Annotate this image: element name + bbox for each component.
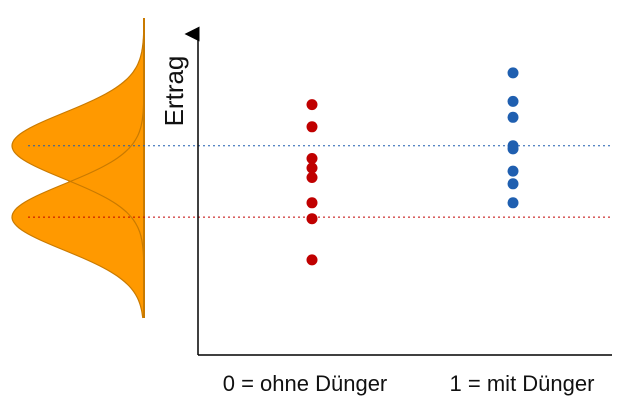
point-ohne-duenger-4	[306, 162, 318, 174]
point-mit-duenger-8	[507, 197, 519, 209]
point-ohne-duenger-5	[306, 172, 318, 183]
point-mit-duenger-6	[507, 165, 519, 177]
point-mit-duenger-7	[507, 178, 519, 190]
x-tick-label-mit-duenger: 1 = mit Dünger	[450, 371, 595, 396]
data-points	[306, 67, 519, 266]
y-axis-label: Ertrag	[159, 56, 189, 127]
density-curves	[11, 18, 145, 319]
point-ohne-duenger-3	[306, 153, 318, 164]
point-ohne-duenger-1	[306, 99, 318, 111]
point-ohne-duenger-7	[306, 213, 318, 225]
point-mit-duenger-2	[507, 95, 519, 107]
point-mit-duenger-3	[507, 111, 519, 123]
point-ohne-duenger-8	[306, 254, 318, 266]
point-ohne-duenger-6	[306, 197, 318, 209]
x-tick-label-ohne-duenger: 0 = ohne Dünger	[223, 371, 388, 396]
point-mit-duenger-5	[507, 143, 519, 155]
point-ohne-duenger-2	[306, 121, 318, 133]
point-mit-duenger-1	[507, 67, 519, 79]
density-curve-fill	[12, 18, 144, 318]
